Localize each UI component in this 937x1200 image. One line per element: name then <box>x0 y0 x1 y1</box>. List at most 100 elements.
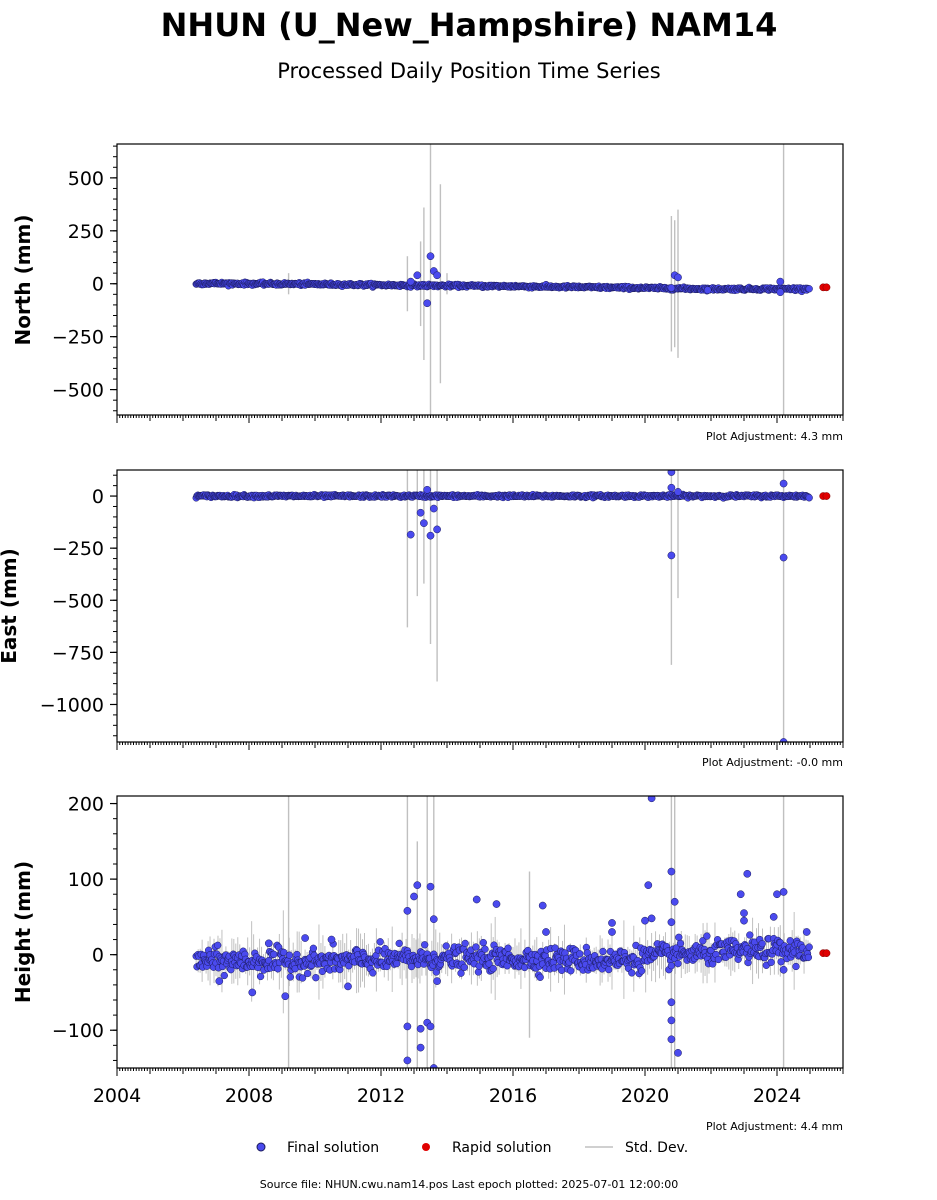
final-solution-point <box>551 944 559 952</box>
final-solution-outlier <box>608 919 616 927</box>
final-solution-outlier <box>248 988 257 997</box>
final-solution-outlier <box>667 551 676 560</box>
final-solution-point <box>804 953 813 962</box>
final-solution-point <box>274 965 282 973</box>
final-solution-point <box>303 969 312 978</box>
final-solution-outlier <box>667 918 676 927</box>
final-solution-point <box>777 958 785 966</box>
final-solution-outlier <box>433 525 441 534</box>
final-solution-point <box>474 968 483 976</box>
final-solution-outlier <box>301 934 309 942</box>
final-solution-outlier <box>670 897 679 906</box>
final-solution-outlier <box>779 479 788 488</box>
final-solution-outlier <box>215 977 224 985</box>
final-solution-outlier <box>740 916 748 925</box>
final-solution-outlier <box>538 901 547 910</box>
final-solution-outlier <box>736 890 745 899</box>
final-solution-point <box>485 960 493 968</box>
final-solution-outlier <box>542 928 550 936</box>
legend-final-marker <box>256 1142 266 1152</box>
final-solution-point <box>460 963 468 972</box>
final-solution-point <box>393 959 401 968</box>
east-plot-adjustment: Plot Adjustment: -0.0 mm <box>702 756 843 769</box>
final-solution-outlier <box>647 914 656 923</box>
x-tick-label: 2008 <box>225 1085 273 1107</box>
final-solution-point <box>805 943 813 951</box>
final-solution-outlier <box>429 1064 438 1068</box>
legend-rapid-marker <box>422 1143 430 1151</box>
final-solution-point <box>312 974 320 982</box>
final-solution-point <box>481 945 489 953</box>
x-tick-label: 2004 <box>93 1085 141 1107</box>
final-solution-outlier <box>667 470 676 476</box>
final-solution-outlier <box>423 485 432 494</box>
final-solution-point <box>489 965 497 973</box>
final-solution-outlier <box>327 935 336 944</box>
y-tick-label: −100 <box>52 1020 104 1042</box>
final-solution-outlier <box>413 271 422 280</box>
final-solution-point <box>285 951 294 959</box>
final-solution-outlier <box>416 1024 425 1033</box>
final-solution-outlier <box>667 284 676 292</box>
final-solution-point <box>442 942 450 950</box>
final-solution-point <box>699 937 707 945</box>
height-plot-adjustment: Plot Adjustment: 4.4 mm <box>706 1120 843 1133</box>
final-solution-outlier <box>779 553 788 562</box>
final-solution-outlier <box>426 252 435 261</box>
final-solution-point <box>628 969 636 977</box>
plot-area <box>192 796 831 1068</box>
final-solution-outlier <box>433 271 441 280</box>
final-solution-outlier <box>264 939 273 948</box>
final-solution-outlier <box>426 1022 435 1031</box>
final-solution-point <box>472 943 480 951</box>
final-solution-point <box>395 939 403 948</box>
y-tick-label: 500 <box>68 168 104 190</box>
north-plot-adjustment: Plot Adjustment: 4.3 mm <box>706 430 843 443</box>
east-axis-label: East (mm) <box>0 548 21 664</box>
final-solution-outlier <box>403 906 412 915</box>
final-solution-point <box>792 962 800 971</box>
final-solution-outlier <box>667 867 676 876</box>
final-solution-outlier <box>403 1056 412 1065</box>
final-solution-outlier <box>423 299 432 308</box>
north-axis-label: North (mm) <box>11 214 35 345</box>
final-solution-outlier <box>281 992 290 1001</box>
y-tick-label: 250 <box>68 221 104 243</box>
y-tick-label: −500 <box>52 590 104 612</box>
y-tick-label: 0 <box>92 486 104 508</box>
final-solution-point <box>805 285 813 293</box>
figure-subtitle: Processed Daily Position Time Series <box>277 59 661 83</box>
final-solution-point <box>605 965 613 974</box>
final-solution-outlier <box>674 1049 682 1057</box>
final-solution-point <box>758 940 766 948</box>
final-solution-point <box>567 967 575 975</box>
final-solution-outlier <box>776 277 785 286</box>
final-solution-outlier <box>667 998 676 1007</box>
final-solution-point <box>667 962 676 970</box>
final-solution-point <box>256 972 265 981</box>
final-solution-outlier <box>644 881 653 890</box>
rapid-solution-point <box>822 949 831 958</box>
final-solution-outlier <box>667 1035 676 1044</box>
final-solution-point <box>479 938 487 947</box>
y-tick-label: −1000 <box>40 694 104 716</box>
final-solution-point <box>309 944 318 952</box>
legend-rapid-label: Rapid solution <box>452 1140 552 1156</box>
final-solution-point <box>214 941 222 949</box>
rapid-solution-point <box>822 283 831 292</box>
final-solution-outlier <box>703 286 712 294</box>
final-solution-outlier <box>429 504 438 513</box>
final-solution-point <box>220 971 228 980</box>
final-solution-outlier <box>779 888 788 896</box>
final-solution-point <box>376 938 384 946</box>
x-tick-label: 2020 <box>621 1085 669 1107</box>
x-tick-label: 2012 <box>357 1085 405 1107</box>
final-solution-outlier <box>406 277 415 286</box>
final-solution-outlier <box>416 508 425 517</box>
x-tick-label: 2016 <box>489 1085 537 1107</box>
legend-stddev-label: Std. Dev. <box>625 1140 688 1156</box>
final-solution-outlier <box>674 273 682 282</box>
final-solution-outlier <box>779 738 788 742</box>
final-solution-outlier <box>410 892 418 901</box>
